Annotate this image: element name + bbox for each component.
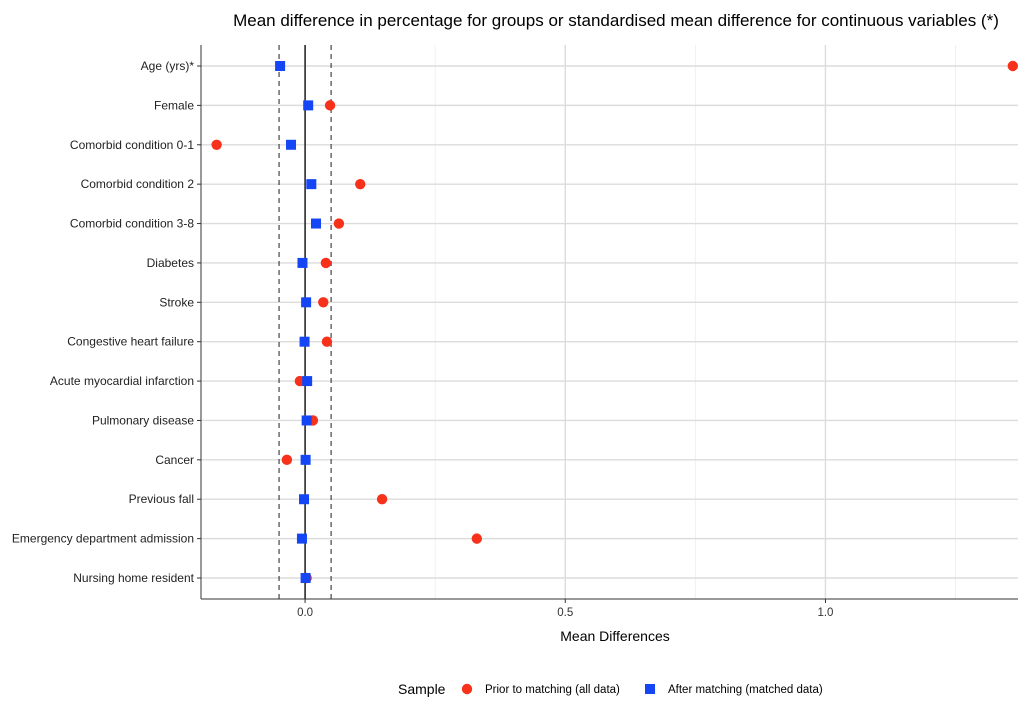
point-after-matching — [311, 218, 322, 229]
point-prior-matching — [355, 178, 366, 190]
point-after-matching — [296, 533, 307, 544]
x-tick-label: 1.0 — [817, 607, 833, 619]
y-tick-label: Emergency department admission — [12, 532, 194, 546]
chart-title: Mean difference in percentage for groups… — [233, 11, 999, 30]
point-after-matching — [303, 100, 314, 111]
y-tick-label: Nursing home resident — [73, 571, 194, 585]
point-after-matching — [301, 415, 312, 426]
plot-panel: Age (yrs)* Female Comorbid condition 0-1 Co… — [12, 45, 1018, 619]
y-tick-label: Cancer — [155, 453, 194, 467]
point-after-matching — [300, 454, 311, 465]
legend-items: Prior to matching (all data) After matchi… — [461, 683, 823, 696]
y-tick-label: Congestive heart failure — [67, 335, 194, 349]
point-prior-matching — [320, 257, 332, 269]
point-after-matching — [299, 336, 310, 347]
point-prior-matching — [471, 533, 483, 544]
y-tick-label: Diabetes — [147, 256, 194, 270]
point-after-matching — [286, 139, 297, 150]
point-after-matching — [302, 376, 313, 387]
y-tick-label: Comorbid condition 2 — [81, 177, 195, 191]
legend-key-prior-matching — [461, 683, 473, 695]
x-tick-label: 0.5 — [557, 607, 573, 619]
point-after-matching — [299, 494, 310, 505]
point-prior-matching — [318, 297, 329, 308]
x-tick-label: 0.0 — [297, 607, 313, 619]
legend-label-after-matching: After matching (matched data) — [668, 684, 823, 696]
point-prior-matching — [324, 100, 336, 111]
x-axis-title: Mean Differences — [560, 628, 669, 644]
y-tick-label: Comorbid condition 3-8 — [70, 217, 194, 231]
y-tick-label: Previous fall — [129, 492, 194, 506]
point-after-matching — [306, 179, 317, 190]
point-prior-matching — [321, 336, 333, 347]
point-prior-matching — [333, 218, 345, 229]
y-tick-label: Comorbid condition 0-1 — [70, 138, 194, 152]
point-prior-matching — [376, 494, 388, 505]
legend: Sample Prior to matching (all data) After… — [398, 681, 823, 697]
y-tick-label: Female — [154, 98, 194, 112]
point-after-matching — [275, 61, 286, 71]
point-after-matching — [300, 573, 311, 583]
legend-key-after-matching — [645, 684, 655, 694]
point-prior-matching — [281, 454, 293, 466]
y-tick-label: Age (yrs)* — [141, 59, 195, 73]
y-tick-label: Pulmonary disease — [92, 413, 194, 427]
point-after-matching — [297, 257, 308, 268]
point-prior-matching — [211, 139, 222, 150]
legend-title: Sample — [398, 681, 446, 697]
point-prior-matching — [1007, 60, 1018, 72]
y-tick-label: Stroke — [159, 295, 194, 309]
legend-label-prior-matching: Prior to matching (all data) — [485, 684, 620, 696]
point-after-matching — [301, 297, 312, 308]
y-tick-label: Acute myocardial infarction — [50, 374, 194, 388]
